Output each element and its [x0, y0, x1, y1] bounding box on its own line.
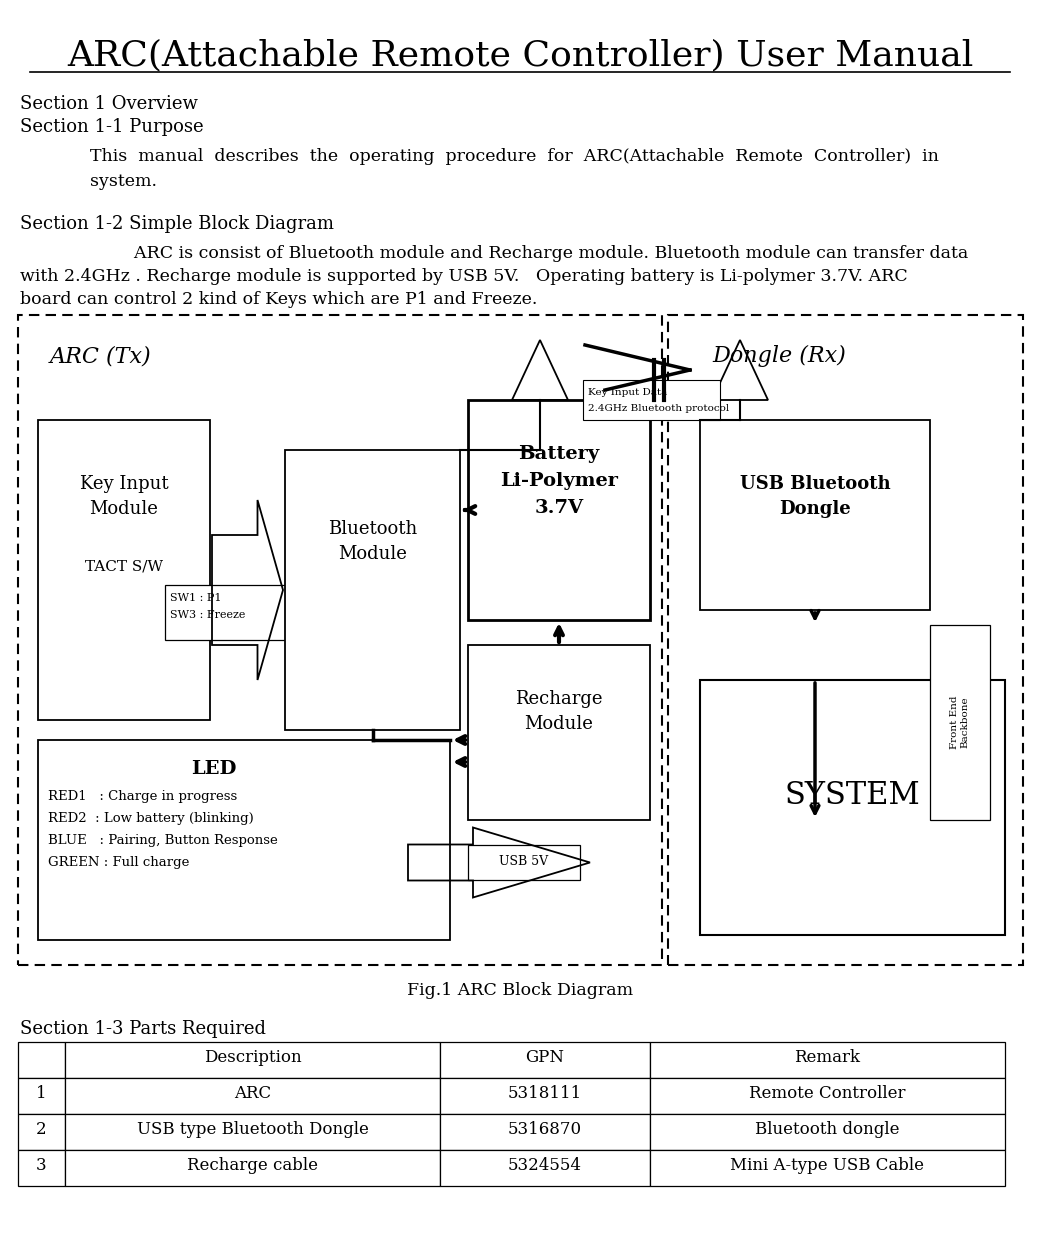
Bar [650, 1078, 1005, 1115]
Text: Bluetooth dongle: Bluetooth dongle [756, 1121, 899, 1138]
Text: USB Bluetooth: USB Bluetooth [740, 476, 890, 493]
Text: board can control 2 kind of Keys which are P1 and Freeze.: board can control 2 kind of Keys which a… [20, 291, 537, 308]
Text: GPN: GPN [526, 1049, 564, 1067]
Bar [440, 1150, 650, 1186]
Bar [39, 420, 210, 720]
Bar [65, 1115, 440, 1150]
Text: SW1 : P1: SW1 : P1 [170, 593, 222, 603]
Text: Section 1-2 Simple Block Diagram: Section 1-2 Simple Block Diagram [20, 215, 334, 233]
Text: LED: LED [192, 760, 236, 777]
Bar [440, 1078, 650, 1115]
Text: 5318111: 5318111 [508, 1086, 582, 1102]
Text: Key Input: Key Input [80, 476, 169, 493]
Bar [468, 645, 650, 820]
Text: Remark: Remark [794, 1049, 861, 1067]
Text: Module: Module [338, 545, 407, 564]
Text: Dongle: Dongle [779, 499, 850, 518]
Bar [285, 450, 460, 730]
Bar [18, 314, 662, 965]
Text: SYSTEM: SYSTEM [785, 780, 920, 810]
Text: Description: Description [204, 1049, 301, 1067]
Bar [468, 845, 580, 881]
Text: Section 1 Overview: Section 1 Overview [20, 96, 198, 113]
Text: 5316870: 5316870 [508, 1121, 582, 1138]
Text: Remote Controller: Remote Controller [750, 1086, 906, 1102]
Text: Dongle (Rx): Dongle (Rx) [712, 345, 845, 367]
Bar [440, 1115, 650, 1150]
Text: GREEN : Full charge: GREEN : Full charge [48, 855, 189, 869]
Text: 1: 1 [36, 1086, 47, 1102]
Bar [18, 1115, 65, 1150]
Text: RED2  : Low battery (blinking): RED2 : Low battery (blinking) [48, 811, 254, 825]
Bar [650, 1115, 1005, 1150]
Text: ARC: ARC [234, 1086, 271, 1102]
Bar [18, 1078, 65, 1115]
Text: Key Input Data: Key Input Data [588, 387, 667, 398]
Bar [440, 1042, 650, 1078]
Text: Fig.1 ARC Block Diagram: Fig.1 ARC Block Diagram [407, 982, 633, 999]
Text: Bluetooth: Bluetooth [328, 520, 417, 538]
Text: TACT S/W: TACT S/W [85, 560, 163, 574]
Bar [166, 585, 305, 640]
Text: 5324554: 5324554 [508, 1157, 582, 1175]
Text: 2: 2 [36, 1121, 47, 1138]
Bar [650, 1042, 1005, 1078]
Text: Battery: Battery [518, 445, 600, 463]
Text: 3.7V: 3.7V [534, 499, 584, 517]
Text: Li-Polymer: Li-Polymer [500, 472, 618, 491]
Bar [65, 1078, 440, 1115]
Text: Module: Module [525, 715, 593, 733]
Text: Recharge: Recharge [515, 689, 603, 708]
Text: USB 5V: USB 5V [500, 855, 549, 868]
Text: ARC is consist of Bluetooth module and Recharge module. Bluetooth module can tra: ARC is consist of Bluetooth module and R… [90, 245, 968, 262]
Text: SW3 : Freeze: SW3 : Freeze [170, 610, 246, 620]
Bar [583, 380, 720, 420]
Text: Section 1-3 Parts Required: Section 1-3 Parts Required [20, 1020, 266, 1038]
Text: 3: 3 [36, 1157, 47, 1175]
Text: Section 1-1 Purpose: Section 1-1 Purpose [20, 118, 204, 136]
Bar [18, 1042, 65, 1078]
Bar [700, 681, 1005, 935]
Text: 2.4GHz Bluetooth protocol: 2.4GHz Bluetooth protocol [588, 404, 730, 413]
Text: system.: system. [90, 174, 157, 190]
Text: ARC (Tx): ARC (Tx) [50, 345, 152, 367]
Text: This  manual  describes  the  operating  procedure  for  ARC(Attachable  Remote : This manual describes the operating proc… [90, 148, 939, 165]
Text: RED1   : Charge in progress: RED1 : Charge in progress [48, 790, 237, 803]
Text: ARC(Attachable Remote Controller) User Manual: ARC(Attachable Remote Controller) User M… [67, 38, 973, 72]
Bar [39, 740, 450, 940]
Bar [18, 1150, 65, 1186]
Text: Front End
Backbone: Front End Backbone [950, 696, 970, 749]
Bar [65, 1042, 440, 1078]
Bar [668, 314, 1023, 965]
Text: Recharge cable: Recharge cable [187, 1157, 318, 1175]
Bar [468, 400, 650, 620]
Bar [650, 1150, 1005, 1186]
Text: BLUE   : Pairing, Button Response: BLUE : Pairing, Button Response [48, 834, 278, 847]
Bar [930, 625, 990, 820]
Text: Module: Module [90, 499, 158, 518]
Text: Mini A-type USB Cable: Mini A-type USB Cable [731, 1157, 924, 1175]
Bar [65, 1150, 440, 1186]
Text: USB type Bluetooth Dongle: USB type Bluetooth Dongle [136, 1121, 369, 1138]
Bar [700, 420, 930, 610]
Text: with 2.4GHz . Recharge module is supported by USB 5V.   Operating battery is Li-: with 2.4GHz . Recharge module is support… [20, 268, 908, 286]
